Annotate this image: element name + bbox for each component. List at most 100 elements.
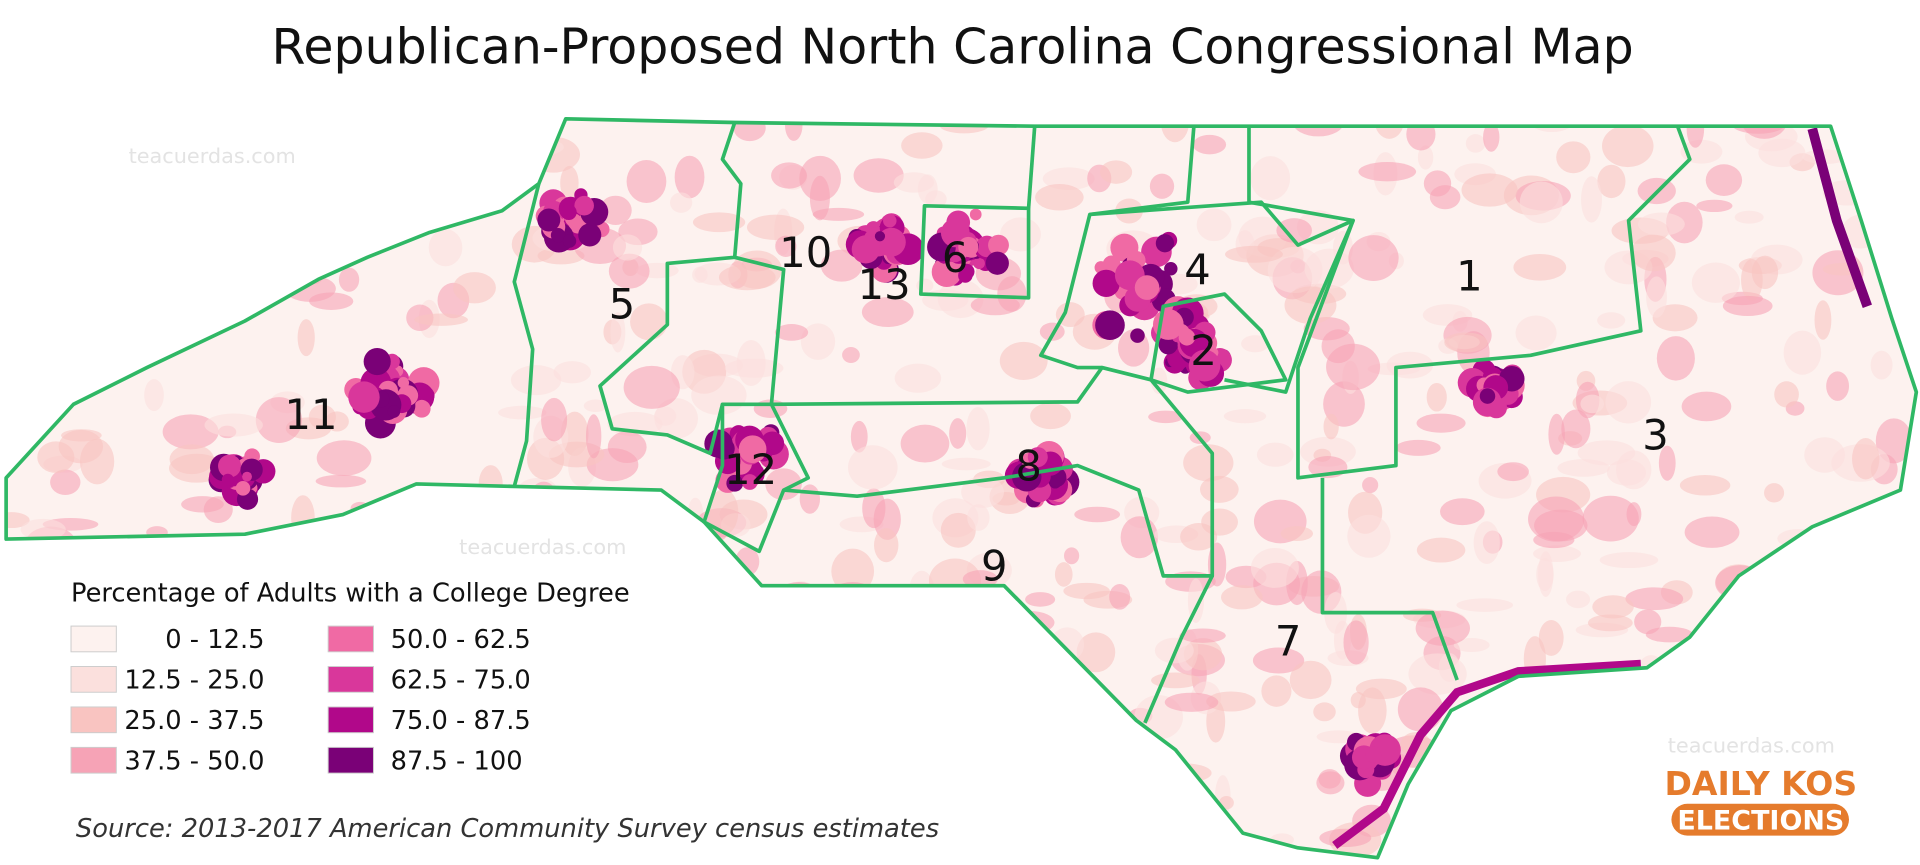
watermark: teacuerdas.com xyxy=(129,144,296,168)
tract xyxy=(20,147,53,184)
tract xyxy=(733,118,766,142)
tract xyxy=(648,689,681,731)
tract xyxy=(1054,562,1073,587)
district-label: 3 xyxy=(1642,411,1668,460)
tract xyxy=(871,624,911,638)
tract xyxy=(518,477,557,501)
tract xyxy=(1514,743,1534,785)
legend-swatch xyxy=(327,746,374,774)
tract xyxy=(874,231,886,242)
tract xyxy=(242,471,252,482)
tract xyxy=(1528,829,1571,858)
tract xyxy=(1406,118,1436,151)
tract xyxy=(691,375,747,415)
tract xyxy=(172,280,216,303)
tract xyxy=(235,481,251,496)
tract xyxy=(1076,632,1116,673)
tract xyxy=(1763,656,1805,677)
tract xyxy=(1063,582,1110,600)
tract xyxy=(1566,590,1591,609)
tract xyxy=(92,538,119,555)
legend-label: 0 - 12.5 xyxy=(165,625,264,655)
tract xyxy=(1130,328,1145,343)
tract xyxy=(118,300,150,328)
tract xyxy=(20,518,66,541)
tract xyxy=(871,611,927,654)
tract xyxy=(6,542,29,587)
tract xyxy=(1691,262,1740,303)
tract xyxy=(537,208,561,232)
tract xyxy=(1151,672,1200,689)
tract xyxy=(19,606,35,633)
tract xyxy=(647,638,680,652)
tract xyxy=(1464,810,1483,830)
district-border xyxy=(1143,575,1214,724)
tract xyxy=(453,272,496,304)
tract xyxy=(1025,592,1056,607)
tract xyxy=(560,165,579,201)
logo-line2: ELECTIONS xyxy=(1677,805,1844,836)
tract xyxy=(683,589,710,611)
tract xyxy=(1582,495,1639,542)
tract xyxy=(1696,199,1733,213)
tract xyxy=(79,438,115,485)
tract xyxy=(562,234,577,248)
tract xyxy=(1035,184,1084,211)
tract xyxy=(608,253,650,289)
district-border xyxy=(1038,126,1196,370)
tract xyxy=(1416,413,1466,433)
tract xyxy=(80,118,132,142)
district-label: 4 xyxy=(1184,245,1210,294)
tract xyxy=(967,504,990,531)
tract xyxy=(1534,509,1588,542)
tract xyxy=(877,692,921,727)
coast-strip xyxy=(1332,659,1642,849)
tract xyxy=(1011,461,1042,492)
district-label: 5 xyxy=(609,280,635,329)
tract xyxy=(972,604,1024,642)
map-title: Republican-Proposed North Carolina Congr… xyxy=(272,19,1634,76)
tract xyxy=(1023,760,1044,782)
tract xyxy=(80,538,129,567)
tract xyxy=(612,234,643,261)
tract xyxy=(1161,118,1189,143)
tract xyxy=(1801,149,1848,165)
tract xyxy=(1316,771,1345,795)
tract xyxy=(1695,689,1740,711)
tract xyxy=(1426,382,1447,412)
tract xyxy=(1889,264,1917,300)
tract xyxy=(204,413,263,437)
state-border xyxy=(4,117,1919,860)
tract xyxy=(969,208,982,221)
tract xyxy=(519,785,551,799)
tract xyxy=(1658,445,1676,481)
tract xyxy=(1092,269,1120,298)
tract xyxy=(1440,498,1485,526)
tract xyxy=(1035,678,1055,698)
tract xyxy=(758,682,802,719)
tract xyxy=(825,581,880,622)
tract xyxy=(1123,749,1140,788)
tract xyxy=(397,377,410,389)
tract xyxy=(692,212,746,233)
tract xyxy=(363,348,391,376)
tract xyxy=(318,159,346,194)
tract xyxy=(1313,702,1336,722)
tract xyxy=(1267,246,1323,294)
tract xyxy=(646,617,680,646)
tract xyxy=(1292,118,1345,137)
tract xyxy=(496,136,548,163)
tract xyxy=(578,223,602,247)
tract xyxy=(1289,660,1332,700)
tract xyxy=(785,118,803,141)
tract xyxy=(1397,687,1444,732)
tract xyxy=(793,737,843,775)
district-label: 7 xyxy=(1275,616,1301,665)
tract xyxy=(510,365,562,396)
tract xyxy=(36,146,80,182)
tract xyxy=(1834,523,1879,546)
tract xyxy=(1479,388,1496,404)
tract xyxy=(1343,620,1369,665)
tract xyxy=(1149,173,1175,199)
tract xyxy=(574,195,594,216)
